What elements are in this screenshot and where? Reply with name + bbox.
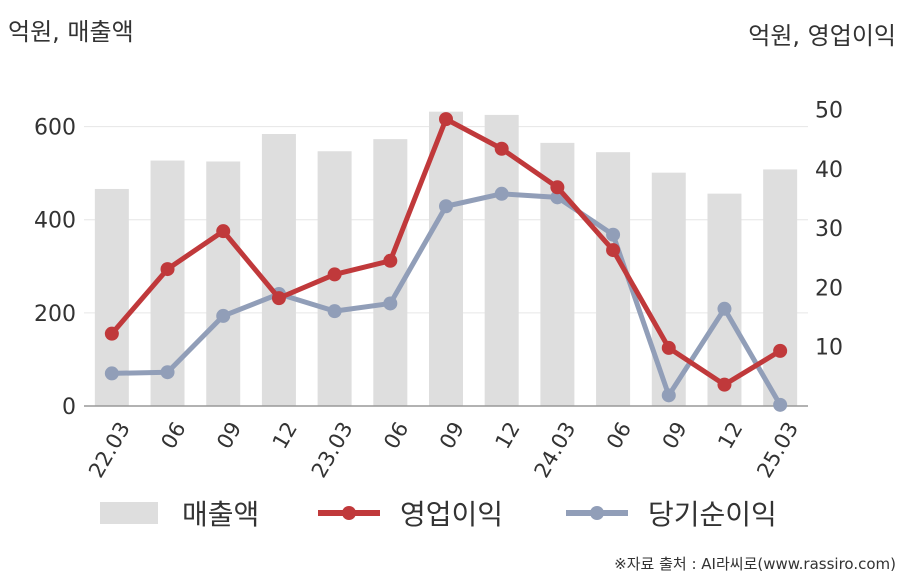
legend-swatch-marker xyxy=(342,506,356,520)
x-tick-label: 09 xyxy=(658,418,692,453)
x-tick-label: 09 xyxy=(435,418,469,453)
bar xyxy=(261,134,296,406)
bar xyxy=(373,139,408,406)
data-point xyxy=(606,243,621,258)
right-tick-label: 40 xyxy=(815,158,843,183)
x-tick-label: 06 xyxy=(379,418,413,453)
bar xyxy=(707,193,742,406)
line-series xyxy=(104,112,788,412)
data-point xyxy=(160,365,175,380)
source-note: ※자료 출처 : AI라씨로(www.rassiro.com) xyxy=(614,555,896,573)
left-tick-label: 400 xyxy=(34,209,76,234)
data-point xyxy=(327,267,342,282)
data-point xyxy=(216,308,231,323)
data-point xyxy=(717,377,732,392)
data-point xyxy=(383,253,398,268)
data-point xyxy=(160,262,175,277)
data-point xyxy=(661,388,676,403)
legend-label: 영업이익 xyxy=(400,498,503,531)
legend: 매출액 영업이익 당기순이익 xyxy=(100,498,777,531)
x-tick-label: 22.03 xyxy=(84,418,135,482)
bar xyxy=(206,161,241,406)
left-tick-label: 600 xyxy=(34,116,76,141)
right-tick-label: 50 xyxy=(815,99,843,124)
x-tick-label: 06 xyxy=(156,418,190,453)
left-axis-unit: 억원, 매출액 xyxy=(8,18,134,46)
left-tick-label: 200 xyxy=(34,302,76,327)
data-point xyxy=(717,301,732,316)
right-tick-label: 30 xyxy=(815,217,843,242)
bar xyxy=(429,111,463,406)
data-point xyxy=(606,227,621,242)
data-point xyxy=(773,343,788,358)
data-point xyxy=(439,199,453,214)
x-tick-label: 12 xyxy=(268,418,302,453)
left-tick-label: 0 xyxy=(62,395,76,420)
x-tick-label: 23.03 xyxy=(307,418,358,482)
x-tick-label: 12 xyxy=(713,418,747,453)
x-tick-label: 09 xyxy=(212,418,246,453)
data-point xyxy=(383,296,398,311)
data-point xyxy=(773,397,788,412)
x-tick-label: 12 xyxy=(491,418,525,453)
bar xyxy=(763,169,798,406)
bar xyxy=(484,114,519,406)
data-point xyxy=(104,326,119,341)
right-tick-label: 20 xyxy=(815,276,843,301)
bar xyxy=(596,152,631,406)
legend-swatch-marker xyxy=(590,506,604,520)
right-tick-label: 10 xyxy=(815,336,843,361)
data-point xyxy=(550,180,565,195)
data-point xyxy=(439,112,453,127)
data-point xyxy=(494,186,509,201)
data-point xyxy=(216,224,231,239)
data-point xyxy=(494,141,509,156)
data-point xyxy=(327,304,342,319)
right-axis-unit: 억원, 영업이익 xyxy=(748,22,896,50)
legend-swatch-bar xyxy=(100,502,158,524)
x-tick-label: 06 xyxy=(602,418,636,453)
x-tick-label: 25.03 xyxy=(752,418,803,482)
data-point xyxy=(661,340,676,355)
data-point xyxy=(271,291,286,306)
data-point xyxy=(104,366,119,381)
bar xyxy=(651,172,686,406)
legend-label: 매출액 xyxy=(182,498,259,531)
x-tick-label: 24.03 xyxy=(530,418,581,482)
legend-label: 당기순이익 xyxy=(648,498,777,531)
